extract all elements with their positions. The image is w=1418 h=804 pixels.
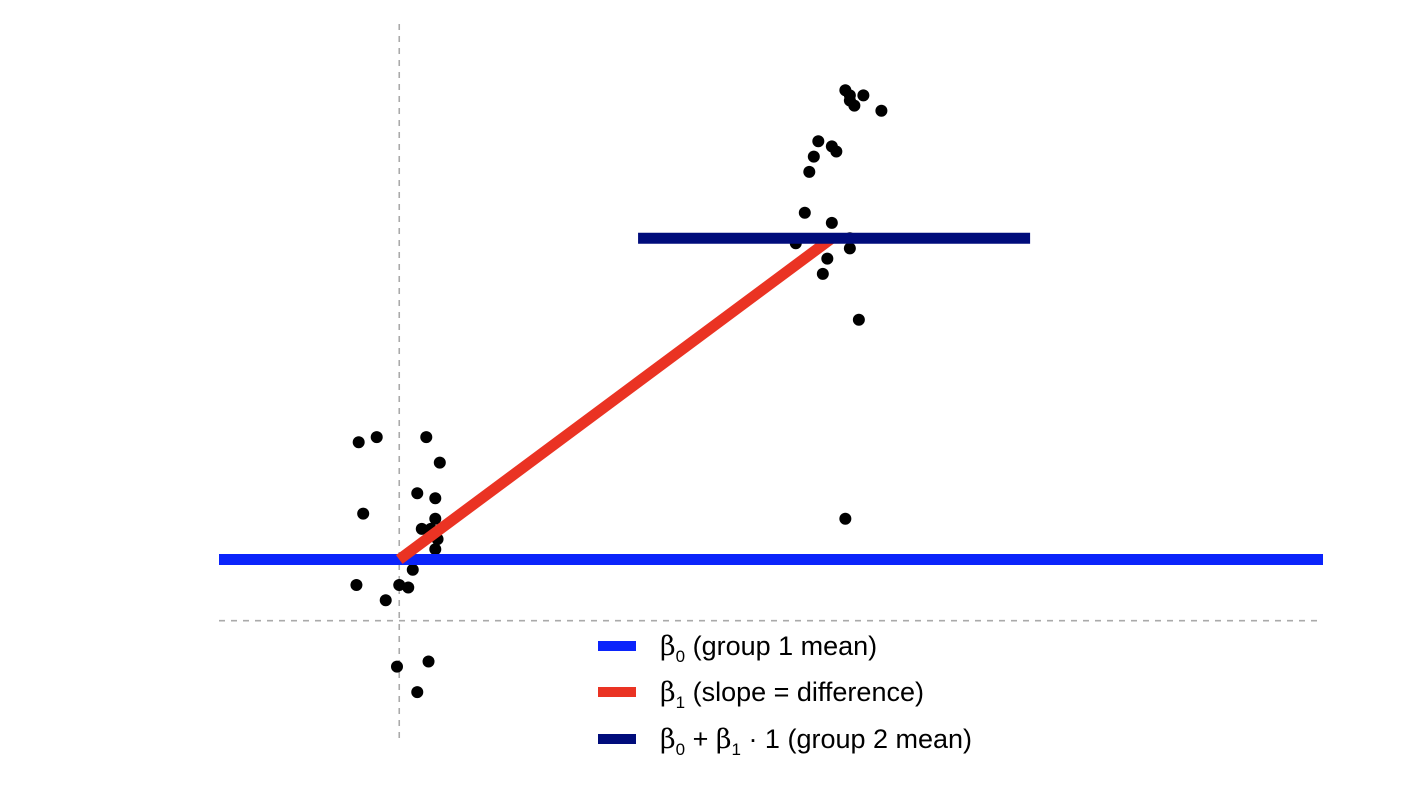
data-point <box>852 313 865 326</box>
data-point <box>370 431 383 444</box>
data-point <box>350 579 363 591</box>
data-point <box>839 512 852 525</box>
data-point <box>803 165 816 178</box>
data-point <box>812 135 825 148</box>
legend-entry-beta1: β1 (slope = difference) <box>598 677 924 712</box>
reference-lines <box>219 24 1323 738</box>
model-lines <box>219 232 1323 565</box>
data-point <box>875 104 888 117</box>
data-point <box>415 522 428 535</box>
data-point <box>816 267 829 280</box>
legend-entry-group2: β0 + β1 · 1 (group 2 mean) <box>598 724 972 759</box>
data-point <box>352 436 365 449</box>
data-point <box>429 492 442 505</box>
data-point <box>429 512 442 525</box>
data-point <box>821 252 834 265</box>
data-point <box>857 89 870 102</box>
data-point <box>406 563 419 576</box>
legend-label-group2: β0 + β1 · 1 (group 2 mean) <box>660 724 972 759</box>
data-point <box>825 216 838 229</box>
data-point <box>830 145 843 158</box>
data-point <box>422 655 435 668</box>
legend: β0 (group 1 mean) β1 (slope = difference… <box>598 631 972 759</box>
data-point <box>402 581 415 594</box>
data-point <box>393 579 406 591</box>
data-point <box>798 206 811 219</box>
data-point <box>411 487 424 500</box>
data-point <box>843 242 856 255</box>
legend-label-beta1: β1 (slope = difference) <box>660 677 924 712</box>
data-point <box>420 431 433 444</box>
data-point <box>390 660 403 673</box>
data-point <box>429 543 442 556</box>
data-point <box>807 150 820 163</box>
data-point <box>843 94 856 107</box>
data-point <box>433 456 446 469</box>
legend-label-beta0: β0 (group 1 mean) <box>660 631 877 666</box>
data-point <box>357 507 370 520</box>
data-points <box>350 84 888 699</box>
beta1-slope-line <box>395 233 836 564</box>
legend-entry-beta0: β0 (group 1 mean) <box>598 631 877 666</box>
data-point <box>379 594 392 607</box>
data-point <box>411 686 424 699</box>
